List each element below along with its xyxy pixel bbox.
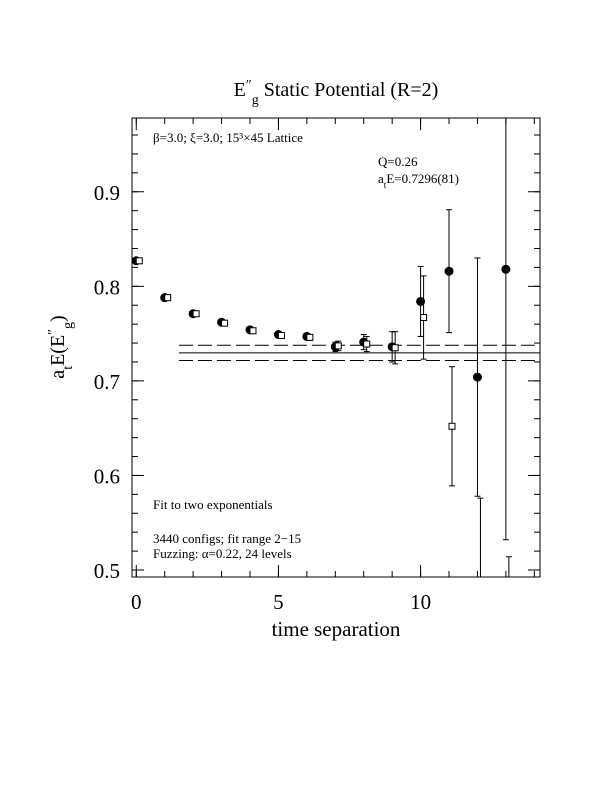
- data-point: [477, 614, 483, 620]
- text-part: ″: [46, 329, 61, 335]
- y-tick-label: 0.7: [94, 370, 120, 394]
- x-tick-label: 10: [410, 590, 431, 614]
- text-part: ″: [246, 78, 252, 93]
- text-part: β=3.0; ξ=3.0; 15³×45 Lattice: [153, 130, 303, 145]
- text-part: g: [252, 93, 259, 108]
- text-part: E: [234, 79, 246, 101]
- data-point: [306, 333, 314, 341]
- text-part: Fuzzing: α=0.22, 24 levels: [153, 546, 292, 561]
- text-part: a: [47, 370, 69, 379]
- data-point: [334, 342, 342, 350]
- annotation: Q=0.26: [378, 154, 418, 169]
- text-part: a: [378, 171, 384, 186]
- data-point: [135, 257, 143, 265]
- text-part: E(E: [47, 335, 69, 366]
- data-point: [444, 266, 454, 276]
- x-axis-label: time separation: [272, 617, 401, 641]
- data-point: [363, 340, 371, 348]
- plot-frame: [131, 117, 541, 578]
- text-part: g: [61, 322, 76, 329]
- annotation: Fit to two exponentials: [153, 497, 273, 512]
- data-point: [420, 314, 428, 322]
- data-point: [448, 422, 456, 430]
- text-part: ): [47, 315, 69, 322]
- text-part: Static Potential (R=2): [259, 79, 439, 101]
- y-tick-label: 0.9: [94, 181, 120, 205]
- annotation: 3440 configs; fit range 2−15: [153, 531, 301, 546]
- x-tick-label: 5: [273, 590, 284, 614]
- chart-title: E″g Static Potential (R=2): [234, 78, 439, 108]
- data-point: [249, 327, 257, 335]
- plot-area: [132, 118, 540, 668]
- text-part: E=0.7296(81): [386, 171, 459, 186]
- y-tick-label: 0.8: [94, 275, 120, 299]
- text-part: t: [384, 180, 387, 190]
- annotation: Fuzzing: α=0.22, 24 levels: [153, 546, 292, 561]
- data-point: [391, 344, 399, 352]
- text-part: Q=0.26: [378, 154, 418, 169]
- data-point: [416, 296, 426, 306]
- data-point: [192, 310, 200, 318]
- text-part: 3440 configs; fit range 2−15: [153, 531, 301, 546]
- y-tick-label: 0.6: [94, 464, 120, 488]
- data-point: [164, 294, 172, 302]
- y-tick-label: 0.5: [94, 559, 120, 583]
- data-point: [501, 264, 511, 274]
- data-point: [506, 662, 512, 668]
- data-point: [277, 331, 285, 339]
- annotation: atE=0.7296(81): [378, 171, 459, 190]
- y-axis-label: atE(E″g): [46, 315, 76, 378]
- text-part: Fit to two exponentials: [153, 497, 273, 512]
- x-tick-label: 0: [131, 590, 142, 614]
- text-part: t: [61, 366, 76, 370]
- data-point: [221, 319, 229, 327]
- data-point: [472, 372, 482, 382]
- annotation: β=3.0; ξ=3.0; 15³×45 Lattice: [153, 130, 303, 145]
